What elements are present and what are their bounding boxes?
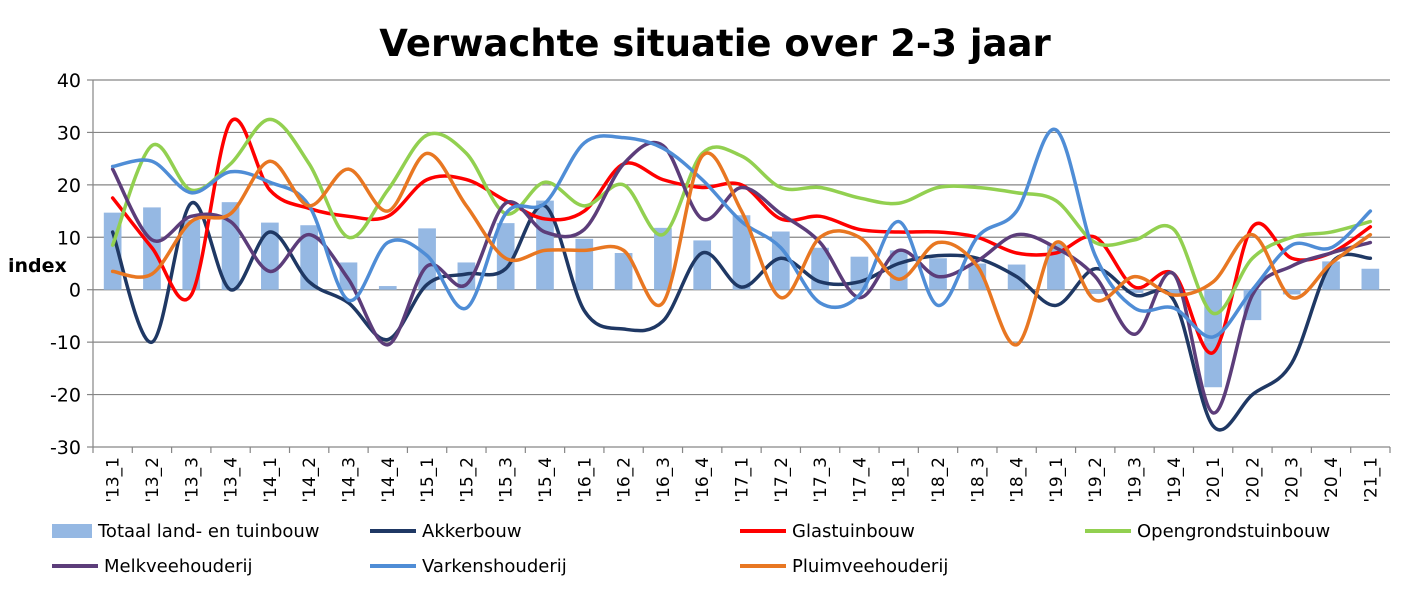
bar bbox=[300, 225, 319, 290]
bar bbox=[929, 258, 947, 290]
bar bbox=[457, 262, 476, 290]
x-tick-label: '19_3 bbox=[1126, 457, 1146, 503]
bar bbox=[614, 253, 633, 290]
y-tick-label: -20 bbox=[50, 385, 81, 407]
bar bbox=[1282, 289, 1301, 295]
x-tick-label: '13_2 bbox=[143, 457, 163, 503]
y-tick-label: -10 bbox=[50, 332, 81, 354]
line-akkerbouw bbox=[110, 201, 1373, 432]
line-pluimveehouderij bbox=[110, 151, 1373, 347]
bar bbox=[693, 240, 712, 290]
x-tick-label: '18_2 bbox=[929, 457, 949, 503]
y-tick-label: 40 bbox=[57, 70, 81, 92]
chart-title: Verwachte situatie over 2-3 jaar bbox=[379, 22, 1051, 65]
bar bbox=[654, 227, 672, 290]
x-tick-label: '16_1 bbox=[575, 457, 595, 503]
axes: 40 30 20 10 0 -10 -20 -30 '13_1 '13_2 '13_3 '13_4 '1… bbox=[50, 70, 1391, 503]
x-tick-label: '14_3 bbox=[339, 457, 359, 503]
bar bbox=[378, 286, 397, 290]
x-tick-label: '16_3 bbox=[654, 457, 674, 503]
bar bbox=[339, 262, 358, 290]
bar bbox=[732, 215, 751, 290]
bar bbox=[536, 200, 554, 290]
x-tick-label: '20_1 bbox=[1204, 457, 1224, 503]
x-tick-label: '19_1 bbox=[1047, 457, 1067, 503]
x-tick-label: '15_4 bbox=[536, 457, 556, 503]
y-tick-label: 30 bbox=[57, 122, 81, 144]
bar bbox=[1164, 289, 1183, 295]
y-tick-label: 10 bbox=[57, 227, 81, 249]
bar bbox=[261, 222, 279, 290]
x-tick-label: '13_4 bbox=[222, 457, 242, 503]
x-tick-label: '14_2 bbox=[300, 457, 320, 503]
bar-series bbox=[103, 200, 1380, 388]
y-tick-label: 20 bbox=[57, 175, 81, 197]
bar bbox=[182, 219, 201, 290]
x-tick-label: '18_1 bbox=[890, 457, 910, 503]
x-tick-label: '16_2 bbox=[615, 457, 635, 503]
x-tick-label: '17_3 bbox=[811, 457, 831, 503]
bar bbox=[771, 231, 790, 290]
bar bbox=[1086, 289, 1105, 294]
x-tick-label: '18_3 bbox=[968, 457, 988, 503]
x-tick-label: '19_2 bbox=[1086, 457, 1106, 503]
x-tick-label: '17_4 bbox=[850, 457, 870, 503]
x-tick-label: '13_3 bbox=[182, 457, 202, 503]
y-tick-label: 0 bbox=[69, 280, 81, 302]
bar bbox=[1361, 268, 1380, 290]
x-tick-label: '19_4 bbox=[1165, 457, 1185, 503]
x-tick-label: '16_4 bbox=[693, 457, 713, 503]
x-tick-label: '18_4 bbox=[1008, 457, 1028, 503]
bar bbox=[575, 238, 594, 290]
x-tick-label: '21_1 bbox=[1361, 457, 1381, 503]
y-axis-label: index bbox=[8, 255, 67, 277]
x-tick-label: '17_1 bbox=[733, 457, 753, 503]
x-tick-label: '20_4 bbox=[1322, 457, 1342, 503]
x-tick-label: '15_3 bbox=[497, 457, 517, 503]
line-varkenshouderij bbox=[110, 127, 1373, 339]
x-tick-label: '14_4 bbox=[379, 457, 399, 503]
x-tick-label: '14_1 bbox=[261, 457, 281, 503]
x-tick-label: '13_1 bbox=[104, 457, 124, 503]
line-opengrondstuinbouw bbox=[110, 117, 1373, 316]
x-tick-label: '15_1 bbox=[418, 457, 438, 503]
line-series bbox=[110, 117, 1373, 432]
x-tick-label: '17_2 bbox=[772, 457, 792, 503]
y-tick-label: -30 bbox=[50, 437, 81, 459]
x-tick-label: '20_2 bbox=[1243, 457, 1263, 503]
x-tick-label: '20_3 bbox=[1283, 457, 1303, 503]
bar bbox=[1125, 289, 1144, 293]
x-tick-label: '15_2 bbox=[457, 457, 477, 503]
